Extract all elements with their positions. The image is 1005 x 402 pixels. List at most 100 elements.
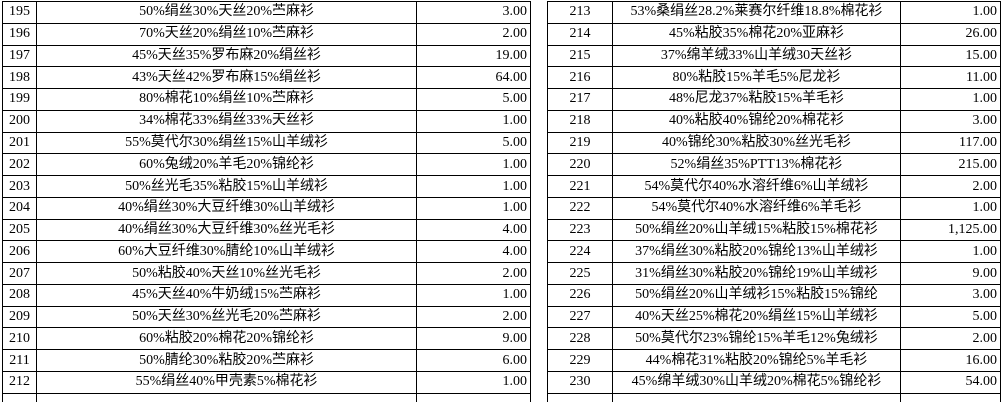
composition-cell[interactable]: 54%莫代尔40%水溶纤维6%羊毛衫 [613,197,901,220]
composition-cell[interactable]: 60%粘胶20%棉花20%锦纶衫 [36,328,418,351]
quantity-cell[interactable]: 64.00 [417,67,531,90]
quantity-cell[interactable]: 4.00 [417,241,531,264]
quantity-cell[interactable]: 1.00 [901,2,1001,24]
row-number-cell[interactable]: 199 [3,89,37,111]
composition-cell[interactable]: 45%绵羊绒30%山羊绒20%棉花5%锦纶衫 [613,372,901,394]
quantity-cell[interactable]: 2.00 [901,328,1001,351]
row-number-cell[interactable]: 207 [3,263,37,285]
composition-cell[interactable]: 80%棉花10%绢丝10%苎麻衫 [36,89,418,111]
composition-cell[interactable]: 37%绵羊绒33%山羊绒30天丝衫 [613,45,901,68]
quantity-cell[interactable]: 3.00 [901,284,1001,307]
composition-cell[interactable]: 40%锦纶30%粘胶30%丝光毛衫 [613,132,901,155]
composition-cell[interactable]: 50%腈纶30%粘胶20%苎麻衫 [36,350,418,373]
composition-cell[interactable]: 45%天丝40%牛奶绒15%苎麻衫 [36,284,418,307]
quantity-cell[interactable]: 54.00 [901,372,1001,394]
composition-cell[interactable]: 80%粘胶15%羊毛5%尼龙衫 [613,67,901,90]
row-number-cell[interactable]: 230 [548,372,613,394]
quantity-cell[interactable]: 1.00 [417,197,531,220]
quantity-cell[interactable]: 1.00 [417,154,531,177]
row-number-cell[interactable]: 215 [548,45,613,68]
quantity-cell[interactable]: 2.00 [417,263,531,285]
composition-cell[interactable]: 55%绢丝40%甲壳素5%棉花衫 [36,372,418,394]
composition-cell[interactable]: 50%绢丝20%山羊绒15%粘胶15%棉花衫 [613,219,901,242]
quantity-cell[interactable]: 1.00 [417,176,531,198]
row-number-cell[interactable]: 198 [3,67,37,90]
quantity-cell[interactable]: 5.00 [417,89,531,111]
row-number-cell[interactable]: 227 [548,306,613,329]
quantity-cell[interactable]: 1,125.00 [901,219,1001,242]
row-number-cell[interactable]: 197 [3,45,37,68]
composition-cell[interactable]: 37%绢丝30%粘胶20%锦纶13%山羊绒衫 [613,241,901,264]
quantity-cell[interactable]: 3.00 [901,110,1001,133]
quantity-cell[interactable]: 19.00 [417,45,531,68]
composition-cell[interactable]: 44%棉花31%粘胶20%锦纶5%羊毛衫 [613,350,901,373]
composition-cell[interactable]: 40%绢丝30%大豆纤维30%山羊绒衫 [36,197,418,220]
quantity-cell[interactable]: 9.00 [417,328,531,351]
quantity-cell[interactable]: 1.00 [417,110,531,133]
row-number-cell[interactable]: 217 [548,89,613,111]
composition-cell[interactable]: 40%粘胶40%锦纶20%棉花衫 [613,110,901,133]
composition-cell[interactable]: 50%绢丝20%山羊绒衫15%粘胶15%锦纶 [613,284,901,307]
composition-cell[interactable]: 53%桑绢丝28.2%莱赛尔纤维18.8%棉花衫 [613,2,901,24]
quantity-cell[interactable]: 16.00 [901,350,1001,373]
row-number-cell[interactable]: 211 [3,350,37,373]
composition-cell[interactable]: 50%绢丝30%天丝20%苎麻衫 [36,2,418,24]
composition-cell[interactable]: 43%天丝42%罗布麻15%绢丝衫 [36,67,418,90]
row-number-cell[interactable]: 200 [3,110,37,133]
row-number-cell[interactable]: 205 [3,219,37,242]
quantity-cell[interactable]: 1.00 [417,372,531,394]
row-number-cell[interactable]: 213 [548,2,613,24]
row-number-cell[interactable]: 222 [548,197,613,220]
quantity-cell[interactable]: 1.00 [901,197,1001,220]
composition-cell[interactable]: 48%尼龙37%粘胶15%羊毛衫 [613,89,901,111]
composition-cell[interactable]: 40%绢丝30%大豆纤维30%丝光毛衫 [36,219,418,242]
composition-cell[interactable]: 60%大豆纤维30%腈纶10%山羊绒衫 [36,241,418,264]
quantity-cell[interactable]: 1.00 [417,284,531,307]
composition-cell[interactable]: 40%天丝25%棉花20%绢丝15%山羊绒衫 [613,306,901,329]
row-number-cell[interactable]: 223 [548,219,613,242]
row-number-cell[interactable]: 229 [548,350,613,373]
composition-cell[interactable]: 50%莫代尔23%锦纶15%羊毛12%兔绒衫 [613,328,901,351]
quantity-cell[interactable]: 5.00 [901,306,1001,329]
quantity-cell[interactable]: 215.00 [901,154,1001,177]
quantity-cell[interactable]: 1.00 [901,241,1001,264]
quantity-cell[interactable]: 15.00 [901,45,1001,68]
row-number-cell[interactable]: 214 [548,23,613,46]
composition-cell[interactable]: 34%棉花33%绢丝33%天丝衫 [36,110,418,133]
row-number-cell[interactable]: 206 [3,241,37,264]
row-number-cell[interactable]: 224 [548,241,613,264]
row-number-cell[interactable]: 221 [548,176,613,198]
row-number-cell[interactable]: 210 [3,328,37,351]
row-number-cell[interactable]: 204 [3,197,37,220]
quantity-cell[interactable]: 117.00 [901,132,1001,155]
row-number-cell[interactable]: 201 [3,132,37,155]
quantity-cell[interactable]: 4.00 [417,219,531,242]
row-number-cell[interactable]: 218 [548,110,613,133]
composition-cell[interactable]: 50%粘胶40%天丝10%丝光毛衫 [36,263,418,285]
quantity-cell[interactable]: 26.00 [901,23,1001,46]
quantity-cell[interactable]: 9.00 [901,263,1001,285]
composition-cell[interactable]: 45%天丝35%罗布麻20%绢丝衫 [36,45,418,68]
row-number-cell[interactable]: 220 [548,154,613,177]
quantity-cell[interactable]: 2.00 [901,176,1001,198]
composition-cell[interactable]: 52%绢丝35%PTT13%棉花衫 [613,154,901,177]
row-number-cell[interactable]: 225 [548,263,613,285]
row-number-cell[interactable]: 212 [3,372,37,394]
composition-cell[interactable]: 55%莫代尔30%绢丝15%山羊绒衫 [36,132,418,155]
row-number-cell[interactable]: 196 [3,23,37,46]
composition-cell[interactable]: 54%莫代尔40%水溶纤维6%山羊绒衫 [613,176,901,198]
row-number-cell[interactable]: 228 [548,328,613,351]
row-number-cell[interactable]: 219 [548,132,613,155]
quantity-cell[interactable]: 11.00 [901,67,1001,90]
composition-cell[interactable]: 45%粘胶35%棉花20%亚麻衫 [613,23,901,46]
quantity-cell[interactable]: 6.00 [417,350,531,373]
row-number-cell[interactable]: 202 [3,154,37,177]
quantity-cell[interactable]: 1.00 [901,89,1001,111]
composition-cell[interactable]: 50%丝光毛35%粘胶15%山羊绒衫 [36,176,418,198]
row-number-cell[interactable]: 203 [3,176,37,198]
row-number-cell[interactable]: 209 [3,306,37,329]
row-number-cell[interactable]: 226 [548,284,613,307]
quantity-cell[interactable]: 5.00 [417,132,531,155]
composition-cell[interactable]: 50%天丝30%丝光毛20%苎麻衫 [36,306,418,329]
quantity-cell[interactable]: 2.00 [417,23,531,46]
